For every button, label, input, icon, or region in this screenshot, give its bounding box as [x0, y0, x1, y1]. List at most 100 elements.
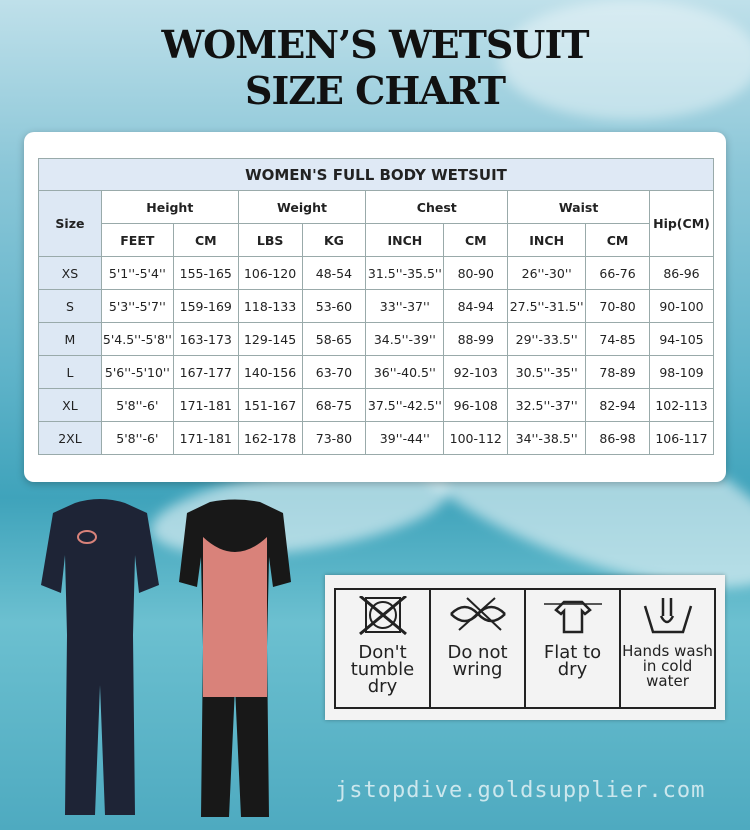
table-cell: 29''-33.5'' [507, 322, 587, 356]
subheader: INCH [507, 223, 587, 257]
care-label-line: Flat to [543, 642, 602, 663]
table-cell: 84-94 [443, 289, 509, 323]
size-cell: L [38, 355, 102, 389]
table-cell: 94-105 [648, 322, 715, 356]
care-label-line: wring [452, 659, 503, 680]
care-label: Hands wash in cold water [622, 644, 713, 689]
dark-wetsuit-image [41, 499, 159, 815]
table-cell: 34''-38.5'' [507, 421, 587, 455]
table-row: L 5'6''-5'10'' 167-177 140-156 63-70 36''-40.… [38, 355, 715, 389]
size-table: WOMEN'S FULL BODY WETSUIT Size Height We… [38, 158, 715, 455]
table-cell: 163-173 [172, 322, 239, 356]
table-cell: 78-89 [585, 355, 650, 389]
table-cell: 80-90 [443, 256, 509, 290]
table-cell: 171-181 [172, 421, 239, 455]
table-cell: 98-109 [648, 355, 715, 389]
table-cell: 74-85 [585, 322, 650, 356]
subheader: CM [172, 223, 239, 257]
subheader: CM [443, 223, 509, 257]
care-label-line: tumble [350, 659, 415, 680]
care-instructions-panel: Don't tumble dry Do not wring Flat to dry Hands… [325, 575, 725, 720]
table-cell: 66-76 [585, 256, 650, 290]
size-cell: M [38, 322, 102, 356]
table-cell: 32.5''-37'' [507, 388, 587, 422]
table-cell: 27.5''-31.5'' [507, 289, 587, 323]
table-cell: 68-75 [301, 388, 367, 422]
table-cell: 155-165 [172, 256, 239, 290]
table-cell: 36''-40.5'' [365, 355, 445, 389]
table-row: XS 5'1''-5'4'' 155-165 106-120 48-54 31.5''-3… [38, 256, 715, 290]
table-cell: 118-133 [237, 289, 303, 323]
group-header: Weight [237, 190, 367, 224]
table-cell: 106-117 [648, 421, 715, 455]
table-cell: 106-120 [237, 256, 303, 290]
table-cell: 171-181 [172, 388, 239, 422]
care-label: Don't tumble dry [350, 642, 415, 697]
care-label-line: dry [557, 659, 588, 680]
no-tumble-dry-icon [358, 596, 407, 636]
care-label-line: Don't [358, 642, 407, 663]
table-cell: 90-100 [648, 289, 715, 323]
table-cell: 96-108 [443, 388, 509, 422]
sky-cloud [500, 0, 750, 120]
care-label-line: Do not [447, 642, 508, 663]
size-cell: XL [38, 388, 102, 422]
table-cell: 102-113 [648, 388, 715, 422]
subheader: KG [301, 223, 367, 257]
table-cell: 82-94 [585, 388, 650, 422]
table-cell: 30.5''-35'' [507, 355, 587, 389]
table-cell: 37.5''-42.5'' [365, 388, 445, 422]
care-label-line: in cold [642, 657, 693, 675]
size-cell: XS [38, 256, 102, 290]
table-cell: 26''-30'' [507, 256, 587, 290]
care-item: Do not wring [431, 590, 526, 707]
table-cell: 5'1''-5'4'' [100, 256, 174, 290]
watermark: jstopdive.goldsupplier.com [335, 778, 706, 803]
group-header: Waist [507, 190, 650, 224]
care-label-line: dry [367, 676, 398, 697]
table-cell: 5'3''-5'7'' [100, 289, 174, 323]
table-title: WOMEN'S FULL BODY WETSUIT [38, 158, 714, 191]
care-label: Flat to dry [543, 642, 602, 680]
table-cell: 129-145 [237, 322, 303, 356]
table-cell: 63-70 [301, 355, 367, 389]
table-cell: 162-178 [237, 421, 303, 455]
size-cell: 2XL [38, 421, 102, 455]
hand-wash-icon [643, 598, 692, 634]
size-cell: S [38, 289, 102, 323]
table-cell: 70-80 [585, 289, 650, 323]
table-cell: 39''-44'' [365, 421, 445, 455]
care-item: Hands wash in cold water [621, 590, 714, 707]
group-header: Height [100, 190, 239, 224]
care-item: Flat to dry [526, 590, 621, 707]
subheader: INCH [365, 223, 445, 257]
table-cell: 151-167 [237, 388, 303, 422]
table-cell: 48-54 [301, 256, 367, 290]
table-row: S 5'3''-5'7'' 159-169 118-133 53-60 33''-37''… [38, 289, 715, 323]
subheader: CM [585, 223, 650, 257]
no-wring-icon [449, 597, 506, 631]
table-cell: 34.5''-39'' [365, 322, 445, 356]
table-cell: 5'8''-6' [100, 421, 174, 455]
table-cell: 92-103 [443, 355, 509, 389]
table-row: M 5'4.5''-5'8'' 163-173 129-145 58-65 34.5''-… [38, 322, 715, 356]
table-cell: 88-99 [443, 322, 509, 356]
pink-wetsuit-image [179, 499, 291, 817]
table-cell: 167-177 [172, 355, 239, 389]
table-cell: 33''-37'' [365, 289, 445, 323]
size-chart-card: WOMEN'S FULL BODY WETSUIT Size Height We… [24, 132, 726, 482]
size-header: Size [38, 190, 102, 257]
subheader: FEET [100, 223, 174, 257]
table-cell: 5'8''-6' [100, 388, 174, 422]
table-cell: 5'4.5''-5'8'' [100, 322, 174, 356]
table-cell: 5'6''-5'10'' [100, 355, 174, 389]
table-row: XL 5'8''-6' 171-181 151-167 68-75 37.5''-42.5… [38, 388, 715, 422]
table-cell: 159-169 [172, 289, 239, 323]
care-label-line: Hands wash [622, 642, 713, 660]
table-cell: 86-98 [585, 421, 650, 455]
table-cell: 31.5''-35.5'' [365, 256, 445, 290]
table-cell: 58-65 [301, 322, 367, 356]
table-cell: 100-112 [443, 421, 509, 455]
page-title: WOMEN’S WETSUIT SIZE CHART [161, 22, 590, 113]
table-cell: 140-156 [237, 355, 303, 389]
